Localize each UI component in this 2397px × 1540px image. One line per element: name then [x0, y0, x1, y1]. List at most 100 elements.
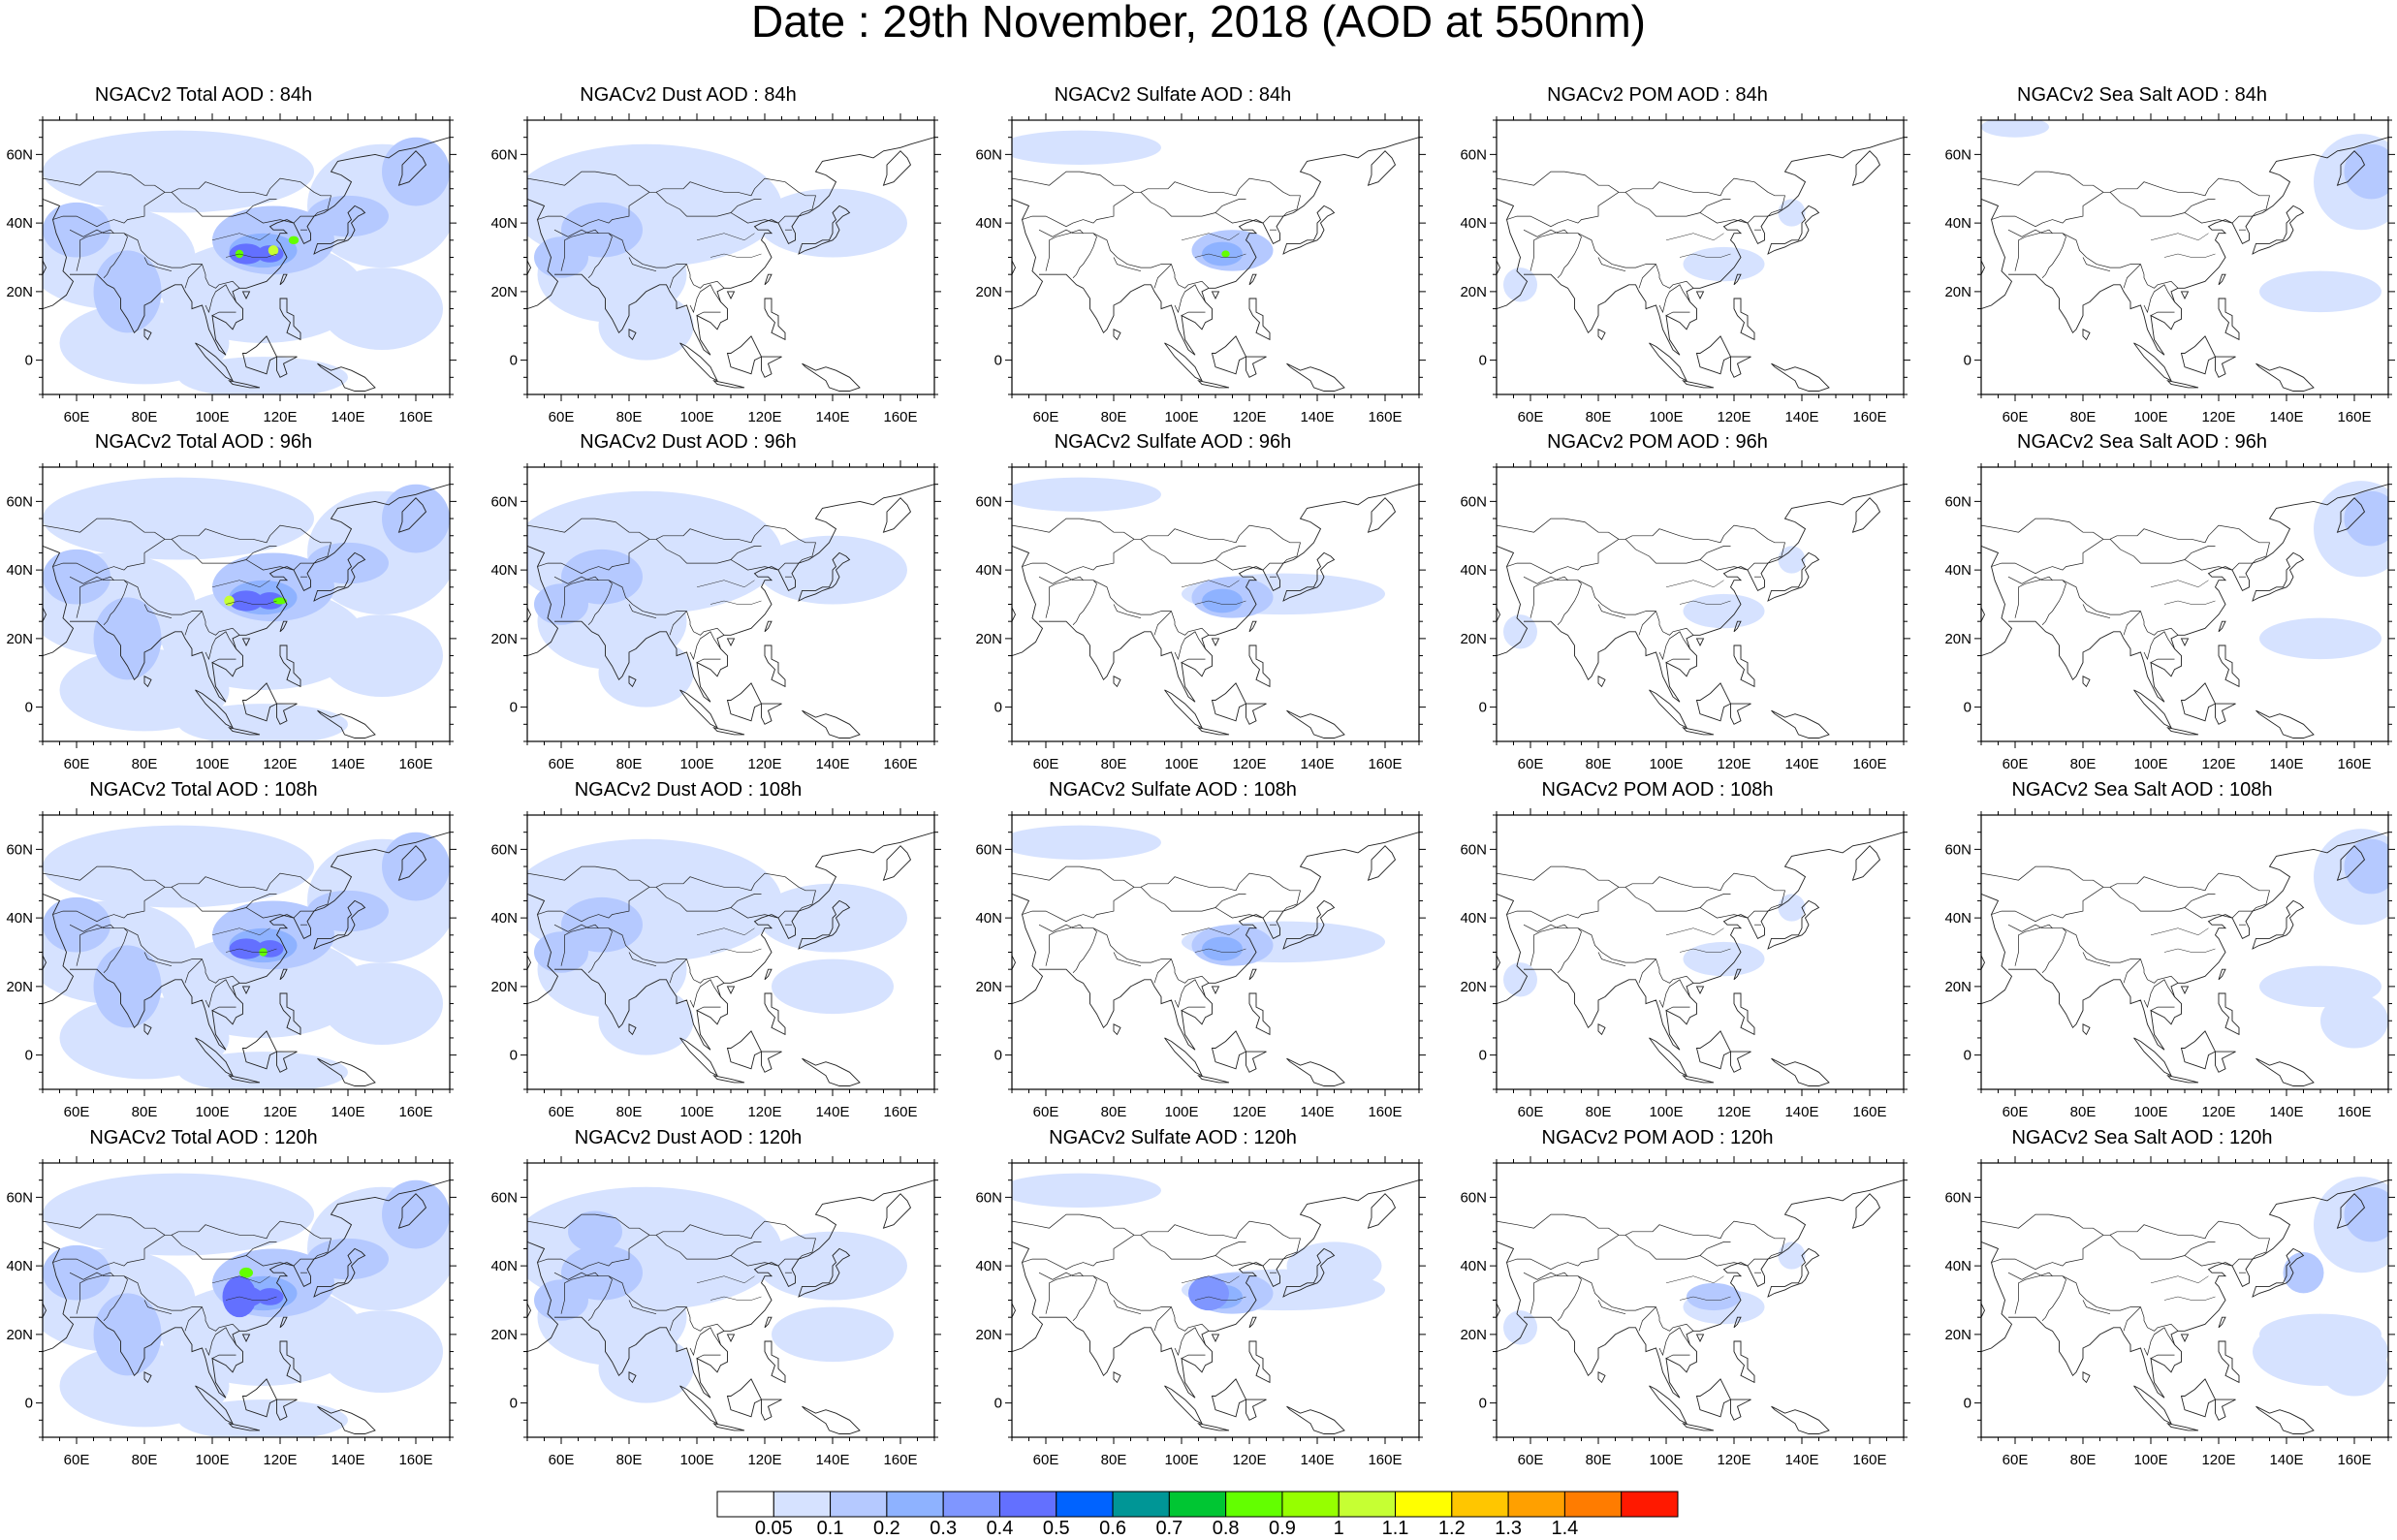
country-border	[2151, 1355, 2175, 1359]
x-tick-label: 100E	[195, 409, 229, 425]
coastline	[1598, 676, 1605, 687]
y-tick-label: 60N	[975, 146, 1002, 163]
y-tick-label: 40N	[1944, 910, 1971, 927]
x-tick-label: 60E	[64, 1104, 90, 1120]
aod-patch	[534, 931, 588, 972]
y-tick-label: 40N	[1460, 1258, 1487, 1274]
aod-patch	[43, 550, 110, 605]
y-tick-label: 60N	[1944, 841, 1971, 858]
coastline	[1684, 381, 1715, 388]
y-tick-label: 20N	[1944, 631, 1971, 647]
coastline	[1650, 690, 1687, 728]
x-tick-label: 80E	[132, 1452, 158, 1468]
y-tick-label: 0	[25, 353, 33, 369]
x-tick-label: 100E	[679, 1452, 713, 1468]
country-border	[1263, 216, 1283, 223]
coastline	[765, 1317, 772, 1328]
aod-patch	[1503, 614, 1537, 648]
coastline	[1650, 1386, 1687, 1424]
aod-patch	[772, 1307, 894, 1363]
x-tick-label: 120E	[2201, 1104, 2235, 1120]
coastline	[1697, 1335, 1704, 1341]
y-tick-label: 40N	[975, 215, 1002, 232]
country-border	[2124, 265, 2141, 289]
country-border	[1012, 172, 1134, 192]
country-border	[1666, 659, 1690, 663]
coastline	[1697, 987, 1704, 993]
colorbar-label: 1	[1309, 1518, 1368, 1540]
y-tick-label: 0	[994, 1048, 1002, 1064]
country-border	[1639, 612, 1656, 636]
y-tick-label: 40N	[490, 562, 518, 579]
country-border	[1263, 1259, 1283, 1266]
coastline	[1114, 1372, 1120, 1383]
y-tick-label: 20N	[1944, 284, 1971, 300]
aod-patch	[599, 987, 694, 1055]
coastline	[2134, 343, 2172, 381]
x-tick-label: 100E	[2133, 1452, 2167, 1468]
y-tick-label: 40N	[6, 562, 33, 579]
coastline	[884, 1194, 911, 1228]
y-tick-label: 0	[1964, 353, 1971, 369]
x-tick-label: 100E	[195, 1452, 229, 1468]
coastline	[2219, 1341, 2239, 1382]
country-border	[1046, 577, 1097, 625]
coastline	[1246, 704, 1267, 724]
x-tick-label: 80E	[132, 1104, 158, 1120]
coastline	[1684, 1424, 1715, 1430]
river	[2164, 949, 2216, 953]
aod-patch	[998, 478, 1161, 512]
coastline	[2168, 1076, 2199, 1083]
colorbar-swatch	[773, 1492, 830, 1517]
x-tick-label: 80E	[2070, 1104, 2097, 1120]
country-border	[690, 285, 721, 312]
coastline	[2256, 363, 2315, 391]
country-border	[1507, 873, 1785, 922]
aod-patch	[2320, 993, 2388, 1049]
coastline	[1731, 357, 1751, 377]
x-tick-label: 120E	[263, 1452, 297, 1468]
country-border	[2232, 563, 2253, 570]
coastline	[1598, 1372, 1605, 1383]
y-tick-label: 20N	[1944, 1327, 1971, 1343]
country-border	[1182, 312, 1206, 316]
country-border	[1175, 285, 1206, 312]
coastline	[1853, 846, 1880, 880]
aod-patch	[224, 596, 235, 607]
coastline	[1697, 1031, 1731, 1069]
colorbar-label: 1.1	[1367, 1518, 1425, 1540]
country-border	[1154, 265, 1172, 289]
x-tick-label: 140E	[815, 1452, 849, 1468]
y-tick-label: 20N	[6, 631, 33, 647]
coastline	[884, 151, 911, 185]
aod-patch	[1684, 942, 1765, 976]
x-tick-label: 100E	[1649, 1104, 1683, 1120]
colorbar-swatch	[717, 1492, 773, 1517]
coastline	[2219, 969, 2225, 980]
y-tick-label: 0	[510, 1396, 518, 1412]
coastline	[728, 292, 735, 299]
coastline	[1684, 1076, 1715, 1083]
x-tick-label: 80E	[1101, 1104, 1127, 1120]
aod-patch	[1188, 1276, 1229, 1310]
y-tick-label: 60N	[1460, 841, 1487, 858]
country-border	[2110, 887, 2216, 911]
coastline	[1199, 1076, 1230, 1083]
x-tick-label: 120E	[1717, 1104, 1750, 1120]
colorbar-swatch	[1622, 1492, 1678, 1517]
y-tick-label: 20N	[975, 979, 1002, 995]
coastline	[1853, 1194, 1880, 1228]
aod-patch	[94, 945, 162, 1027]
coastline	[1012, 546, 1043, 655]
country-border	[1981, 519, 2103, 539]
coastline	[1012, 1241, 1043, 1351]
coastline	[680, 690, 718, 728]
